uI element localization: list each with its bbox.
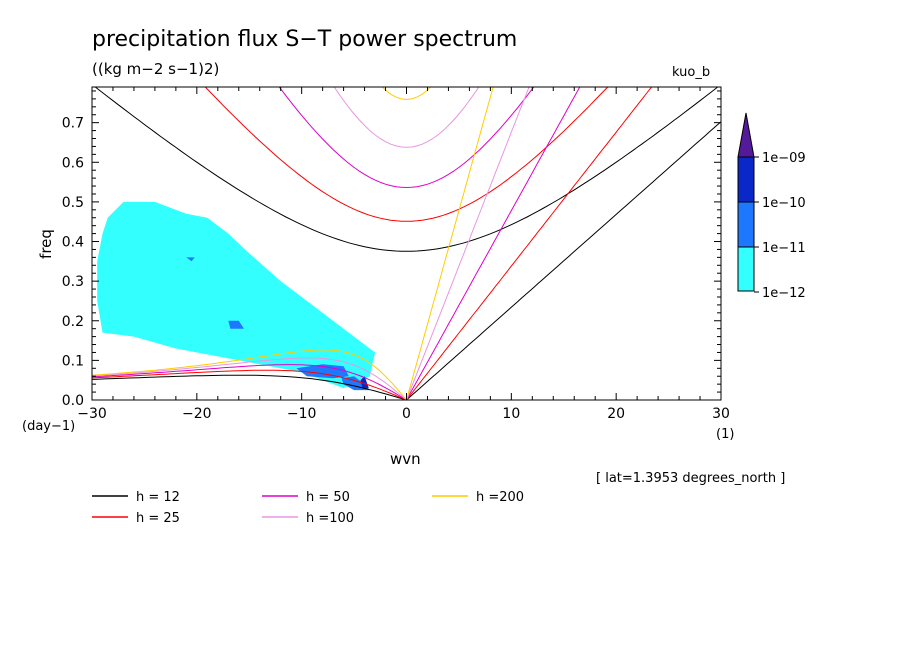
corner-label: kuo_b (672, 65, 710, 80)
colorbar-label-2: 1e−10 (762, 196, 806, 211)
contour-region-3 (228, 320, 244, 329)
x-tick-label-6: 30 (712, 406, 730, 422)
y-tick-label-3: 0.3 (62, 274, 84, 290)
contour-region-1 (296, 364, 349, 379)
kelvin-curve-25 (406, 87, 653, 400)
y-tick-label-6: 0.6 (62, 155, 84, 171)
x-tick-label-1: −20 (182, 406, 212, 422)
x-axis-label: wvn (390, 450, 421, 468)
chart-title: precipitation flux S−T power spectrum (92, 27, 517, 52)
legend-label-1: h = 25 (136, 511, 180, 526)
contour-region-5 (360, 376, 369, 389)
x-tick-label-4: 10 (502, 406, 520, 422)
colorbar-box-0 (737, 246, 755, 292)
rossby-curve-100 (92, 357, 407, 400)
legend-label-2: h = 50 (306, 490, 350, 505)
legend-label-4: h =200 (476, 490, 524, 505)
y-tick-label-1: 0.1 (62, 353, 84, 369)
kelvin-curve-12 (406, 121, 721, 400)
x-tick-label-0: −30 (77, 406, 107, 422)
contour-region-0 (97, 201, 376, 389)
latitude-annotation: [ lat=1.3953 degrees_north ] (596, 471, 785, 486)
y-tick-label-4: 0.4 (62, 235, 84, 251)
rossby-curve-200 (92, 349, 407, 400)
legend: h = 12 h = 25 h = 50 h =100 h =200 (92, 490, 524, 526)
y-unit-label: (day−1) (22, 419, 75, 434)
colorbar-label-1: 1e−11 (762, 241, 806, 256)
x-unit-label: (1) (716, 427, 734, 442)
ig-curve-12 (94, 87, 719, 252)
rossby-curve-25 (92, 369, 407, 400)
kelvin-curve-200 (406, 87, 494, 400)
colorbar: 1e−12 1e−11 1e−10 1e−09 (737, 112, 806, 301)
y-tick-label-5: 0.5 (62, 195, 84, 211)
y-tick-label-0: 0.0 (62, 393, 84, 409)
rossby-curve-50 (92, 364, 407, 400)
colorbar-label-3: 1e−09 (762, 151, 806, 166)
rossby-curve-12 (92, 374, 407, 400)
ig-curve-100 (333, 87, 480, 148)
plot-area (92, 87, 721, 400)
contour-region-4 (186, 257, 195, 262)
colorbar-arrow (737, 112, 755, 158)
legend-label-0: h = 12 (136, 490, 180, 505)
ig-curve-200 (381, 87, 432, 101)
y-tick-label-7: 0.7 (62, 116, 84, 132)
legend-label-3: h =100 (306, 511, 354, 526)
axes: −30 −20 −10 0 10 20 30 0.0 0.1 0.2 0.3 0.4 0.5 0.6 0.7 (62, 87, 730, 422)
y-axis-label: freq (37, 229, 55, 259)
colorbar-box-2 (737, 156, 755, 203)
ig-curve-25 (204, 87, 609, 222)
colorbar-box-1 (737, 201, 755, 248)
x-tick-label-5: 20 (607, 406, 625, 422)
x-tick-label-2: −10 (287, 406, 317, 422)
colorbar-label-0: 1e−12 (762, 286, 806, 301)
kelvin-curve-100 (406, 87, 530, 400)
y-tick-label-2: 0.2 (62, 314, 84, 330)
ig-curve-50 (278, 87, 535, 189)
x-tick-label-3: 0 (402, 406, 411, 422)
chart-subtitle: ((kg m−2 s−1)2) (92, 60, 219, 78)
kelvin-curve-50 (406, 87, 581, 400)
